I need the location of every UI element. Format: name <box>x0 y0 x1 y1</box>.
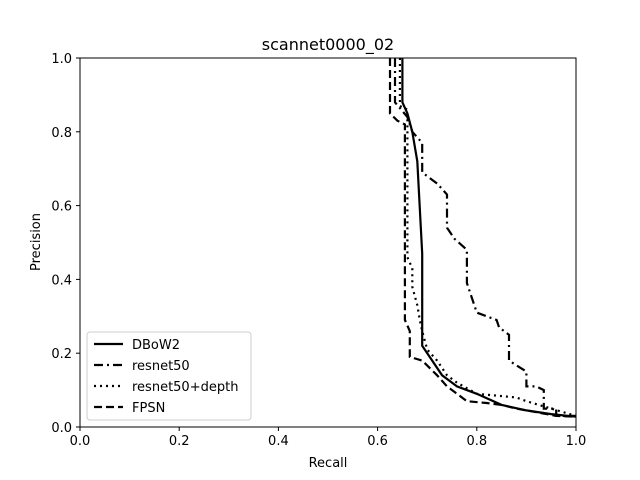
legend-label: FPSN <box>132 401 165 416</box>
y-tick-label: 0.4 <box>51 273 72 288</box>
plot-lines <box>388 58 577 418</box>
legend-label: resnet50+depth <box>132 380 238 395</box>
y-tick-label: 0.8 <box>51 126 72 141</box>
y-tick-label: 0.2 <box>51 347 72 362</box>
series-line-resnet50 <box>393 58 576 417</box>
chart-title: scannet0000_02 <box>262 35 394 55</box>
series-line-fpsn <box>388 58 577 418</box>
x-tick-label: 0.4 <box>268 434 289 449</box>
plot-frame <box>79 57 577 428</box>
y-axis: 0.0 0.2 0.4 0.6 0.8 1.0 <box>51 52 80 436</box>
x-tick-label: 0.0 <box>70 434 91 449</box>
legend-label: DBoW2 <box>132 338 180 353</box>
y-tick-label: 0.6 <box>51 200 72 215</box>
x-axis-label: Recall <box>309 456 348 471</box>
series-line-resnet50-depth <box>398 58 577 417</box>
y-tick-label: 1.0 <box>51 52 72 67</box>
x-tick-label: 1.0 <box>566 434 587 449</box>
x-tick-label: 0.8 <box>466 434 487 449</box>
legend-label: resnet50 <box>132 359 190 374</box>
legend-box <box>86 331 252 421</box>
x-tick-label: 0.6 <box>367 434 388 449</box>
y-tick-label: 0.0 <box>51 421 72 436</box>
y-axis-label: Precision <box>29 213 44 271</box>
x-tick-label: 0.2 <box>169 434 190 449</box>
legend: DBoW2 resnet50 resnet50+depth FPSN <box>86 331 252 421</box>
x-axis: 0.0 0.2 0.4 0.6 0.8 1.0 <box>70 427 587 449</box>
